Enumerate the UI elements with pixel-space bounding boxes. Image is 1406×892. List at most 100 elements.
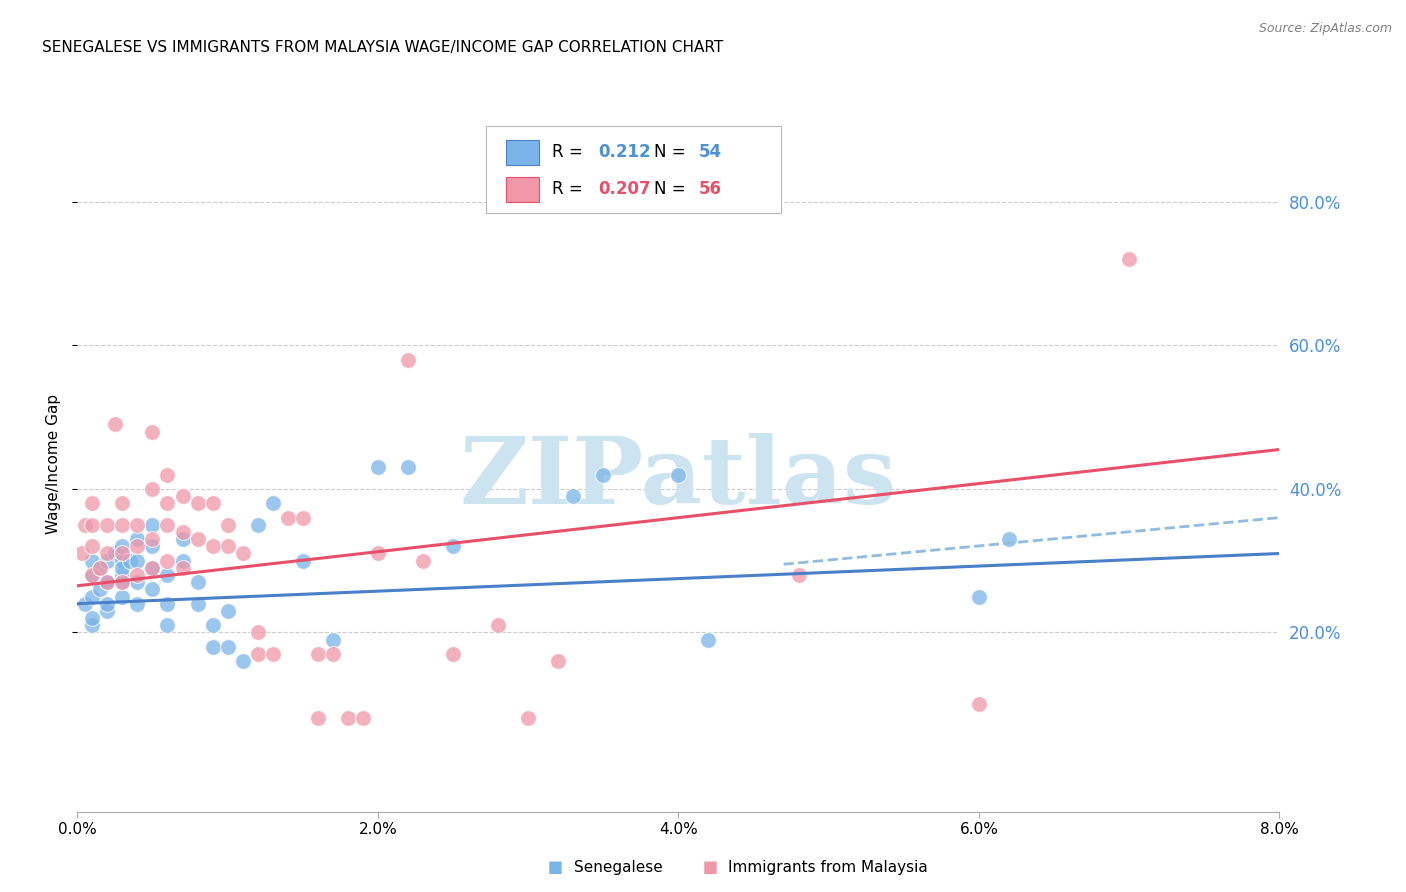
Point (156, 597, 179, 611)
Text: N =: N = (654, 144, 692, 161)
Text: Senegalese: Senegalese (574, 860, 662, 874)
Point (141, 532, 163, 546)
Point (1118, 252, 1140, 267)
Point (141, 539, 163, 553)
Point (127, 517, 149, 532)
Point (156, 517, 179, 532)
Point (111, 554, 134, 568)
Point (111, 590, 134, 604)
Point (232, 654, 254, 668)
Point (322, 647, 344, 661)
FancyBboxPatch shape (506, 140, 538, 165)
Point (217, 517, 239, 532)
Point (201, 496, 224, 510)
FancyBboxPatch shape (486, 127, 780, 213)
Point (73, 597, 96, 611)
Point (141, 561, 163, 575)
Point (291, 510, 314, 524)
FancyBboxPatch shape (506, 177, 538, 202)
Point (187, 496, 209, 510)
Point (246, 517, 269, 532)
Point (187, 597, 209, 611)
Point (187, 575, 209, 590)
Point (82, 496, 104, 510)
Point (201, 618, 224, 632)
Point (547, 654, 569, 668)
Point (141, 561, 163, 575)
Point (277, 510, 299, 524)
Point (592, 467, 614, 482)
Point (172, 554, 194, 568)
Point (96, 597, 118, 611)
Y-axis label: Wage/Income Gap: Wage/Income Gap (45, 393, 60, 534)
Point (967, 590, 990, 604)
Point (89, 582, 111, 597)
Point (232, 547, 254, 561)
Point (172, 524, 194, 539)
Point (127, 554, 149, 568)
Point (262, 647, 284, 661)
Point (217, 640, 239, 654)
Point (367, 547, 389, 561)
Point (187, 532, 209, 546)
Text: R =: R = (553, 144, 588, 161)
Point (111, 539, 134, 553)
Point (486, 618, 509, 632)
Text: 54: 54 (699, 144, 721, 161)
Point (246, 647, 269, 661)
Text: 56: 56 (699, 180, 721, 198)
Point (111, 517, 134, 532)
Point (668, 467, 690, 482)
Point (156, 554, 179, 568)
Point (82, 517, 104, 532)
Point (307, 647, 329, 661)
Point (141, 425, 163, 439)
Point (111, 561, 134, 575)
Point (111, 575, 134, 590)
Point (697, 632, 720, 647)
Point (262, 496, 284, 510)
Point (82, 554, 104, 568)
Point (82, 568, 104, 582)
Point (73, 517, 96, 532)
Point (82, 568, 104, 582)
Point (246, 625, 269, 640)
Text: ZIPatlas: ZIPatlas (460, 433, 897, 523)
Point (127, 597, 149, 611)
Point (96, 517, 118, 532)
Point (787, 568, 810, 582)
Text: 0.212: 0.212 (598, 144, 651, 161)
Point (336, 711, 359, 725)
Point (82, 618, 104, 632)
Point (156, 568, 179, 582)
Point (127, 575, 149, 590)
Point (141, 517, 163, 532)
Text: Source: ZipAtlas.com: Source: ZipAtlas.com (1258, 22, 1392, 36)
Point (396, 460, 419, 475)
Point (127, 568, 149, 582)
Point (96, 554, 118, 568)
Point (307, 711, 329, 725)
Point (70, 547, 93, 561)
Point (441, 647, 464, 661)
Point (82, 590, 104, 604)
Point (96, 575, 118, 590)
Point (118, 554, 141, 568)
Text: R =: R = (553, 180, 588, 198)
Point (127, 539, 149, 553)
Point (111, 568, 134, 582)
Point (104, 547, 127, 561)
Point (441, 539, 464, 553)
Point (82, 611, 104, 625)
Point (141, 482, 163, 496)
Text: 0.207: 0.207 (598, 180, 651, 198)
Point (172, 561, 194, 575)
Point (96, 547, 118, 561)
Point (201, 640, 224, 654)
Text: ▪: ▪ (547, 855, 564, 879)
Point (104, 417, 127, 432)
Point (141, 582, 163, 597)
Point (201, 539, 224, 553)
Point (322, 632, 344, 647)
Point (96, 604, 118, 618)
